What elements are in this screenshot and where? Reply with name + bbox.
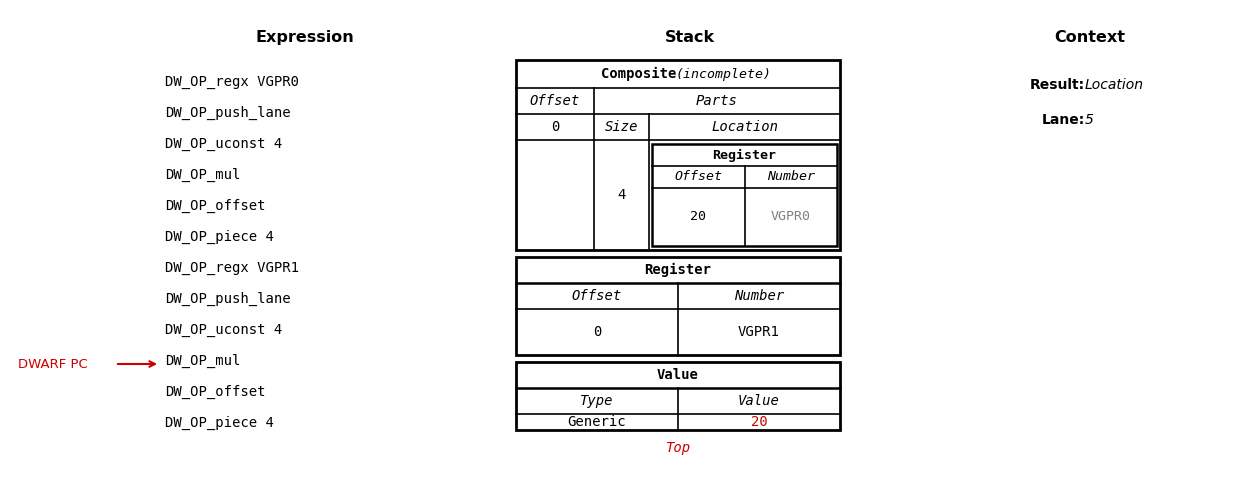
Text: Composite: Composite (601, 67, 676, 81)
Text: Offset: Offset (572, 289, 622, 303)
Text: 0: 0 (551, 120, 560, 134)
Text: Number: Number (767, 171, 815, 184)
Text: Type: Type (581, 394, 614, 408)
Text: 20: 20 (751, 415, 767, 429)
Text: VGPR1: VGPR1 (738, 325, 779, 339)
Text: DWARF PC: DWARF PC (19, 358, 88, 371)
Text: DW_OP_offset: DW_OP_offset (165, 199, 266, 213)
Text: Context: Context (1055, 30, 1126, 45)
Text: Location: Location (1085, 78, 1144, 92)
Text: 0: 0 (593, 325, 601, 339)
Text: Stack: Stack (665, 30, 715, 45)
Text: 5: 5 (1085, 113, 1093, 127)
Text: Offset: Offset (530, 94, 580, 108)
Text: DW_OP_regx VGPR0: DW_OP_regx VGPR0 (165, 75, 299, 89)
Text: DW_OP_regx VGPR1: DW_OP_regx VGPR1 (165, 261, 299, 275)
Text: Top: Top (665, 441, 690, 455)
Text: Register: Register (644, 263, 711, 277)
Text: Generic: Generic (567, 415, 627, 429)
Text: Register: Register (712, 148, 777, 161)
Text: DW_OP_piece 4: DW_OP_piece 4 (165, 230, 274, 244)
Text: DW_OP_push_lane: DW_OP_push_lane (165, 106, 290, 120)
Bar (516, 362, 840, 430)
Text: DW_OP_offset: DW_OP_offset (165, 385, 266, 399)
Text: Lane:: Lane: (1041, 113, 1085, 127)
Text: DW_OP_mul: DW_OP_mul (165, 354, 241, 368)
Text: DW_OP_uconst 4: DW_OP_uconst 4 (165, 137, 282, 151)
Text: DW_OP_piece 4: DW_OP_piece 4 (165, 416, 274, 430)
Text: DW_OP_push_lane: DW_OP_push_lane (165, 292, 290, 306)
Text: Value: Value (656, 368, 699, 382)
Bar (516, 60, 840, 250)
Text: Number: Number (733, 289, 784, 303)
Text: Result:: Result: (1030, 78, 1085, 92)
Text: (incomplete): (incomplete) (676, 67, 772, 80)
Text: DW_OP_uconst 4: DW_OP_uconst 4 (165, 323, 282, 337)
Bar (516, 257, 840, 355)
Text: Parts: Parts (696, 94, 738, 108)
Text: Size: Size (604, 120, 638, 134)
Text: 20: 20 (690, 210, 706, 223)
Text: 4: 4 (617, 188, 625, 202)
Text: VGPR0: VGPR0 (771, 210, 810, 223)
Text: Location: Location (711, 120, 778, 134)
Text: DW_OP_mul: DW_OP_mul (165, 168, 241, 182)
Text: Value: Value (738, 394, 779, 408)
Text: Expression: Expression (256, 30, 355, 45)
Text: Offset: Offset (674, 171, 722, 184)
Bar (652, 144, 836, 246)
